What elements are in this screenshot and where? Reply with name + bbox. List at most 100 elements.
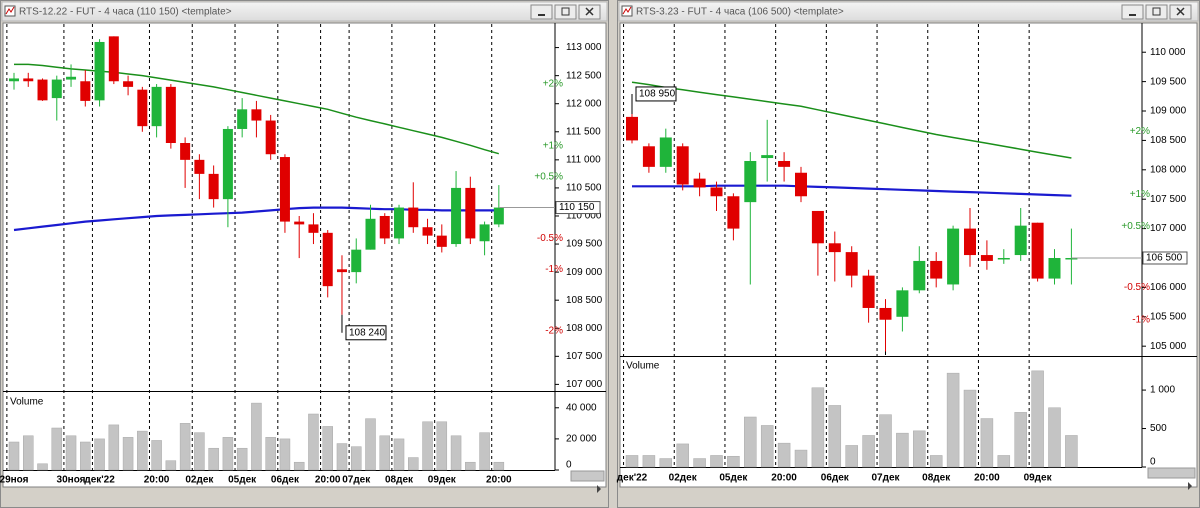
x-tick-label: 05дек — [228, 475, 257, 486]
x-tick-label: 20:00 — [315, 475, 341, 486]
percent-label: -0.5% — [1124, 282, 1150, 293]
candle-body — [1065, 257, 1078, 260]
x-tick-label: 06дек — [821, 473, 850, 484]
volume-bar — [896, 432, 909, 468]
annotation-label: 108 240 — [349, 327, 386, 338]
volume-bar — [293, 461, 305, 471]
chart-area — [2, 22, 607, 488]
candle-body — [208, 173, 219, 200]
candle-body — [108, 36, 119, 82]
percent-label: -2% — [545, 326, 563, 337]
candle-body — [693, 178, 706, 188]
volume-bar — [1048, 407, 1061, 468]
volume-bar — [236, 447, 248, 471]
volume-bar — [350, 446, 362, 471]
candle-body — [265, 120, 276, 155]
candle-body — [94, 41, 105, 101]
percent-label: +0.5% — [1121, 221, 1150, 232]
scrollbar-thumb[interactable] — [570, 470, 605, 482]
y-tick-label: 105 000 — [1150, 341, 1187, 352]
last-price-box — [1142, 251, 1188, 265]
volume-bar — [450, 435, 462, 471]
candle-body — [980, 255, 993, 261]
x-tick-label: 02дек — [669, 473, 698, 484]
percent-label: +1% — [543, 140, 563, 151]
last-price-box — [555, 201, 601, 215]
candle-body — [9, 78, 19, 82]
candle-body — [997, 257, 1010, 260]
volume-bar — [997, 455, 1011, 468]
x-tick-label: 20:00 — [486, 475, 512, 486]
candle-body — [180, 143, 191, 160]
candle-body — [351, 249, 362, 273]
volume-bar — [151, 440, 162, 471]
candle-body — [294, 221, 305, 225]
candle-body — [251, 109, 262, 121]
candle-body — [237, 109, 248, 129]
candle-body — [795, 172, 807, 197]
chart-area — [619, 22, 1198, 488]
volume-bar — [794, 449, 808, 468]
candle-body — [964, 228, 976, 256]
candle-body — [761, 155, 774, 159]
x-tick-label: 07дек — [342, 475, 371, 486]
annotation-box — [635, 86, 677, 102]
volume-bar — [845, 445, 858, 468]
y-tick-label: 108 500 — [566, 295, 603, 306]
candle-body — [322, 232, 333, 287]
candle-body — [336, 269, 347, 273]
candle-body — [422, 227, 433, 236]
volume-bar — [122, 437, 134, 471]
volume-bar — [336, 443, 348, 471]
candle-body — [279, 157, 290, 222]
volume-bar — [1031, 370, 1044, 468]
volume-bar — [479, 432, 490, 471]
y-tick-label: 108 000 — [566, 323, 603, 334]
volume-bar — [222, 437, 234, 471]
annotation-box — [345, 325, 387, 341]
volume-bar — [94, 438, 105, 471]
last-price-label: 106 500 — [1146, 253, 1183, 264]
volume-bar — [760, 425, 774, 468]
window-icon-glyph — [622, 6, 632, 15]
y-tick-label: 106 000 — [1150, 282, 1187, 293]
volume-bar — [137, 430, 148, 471]
scrollbar-thumb[interactable] — [1147, 467, 1196, 479]
close-glyph — [1176, 7, 1185, 16]
candle-body — [744, 160, 757, 203]
candle-body — [151, 86, 162, 127]
volume-bar — [625, 455, 639, 468]
candle-body — [493, 207, 504, 225]
volume-bar — [862, 435, 875, 468]
candle-body — [123, 81, 134, 87]
candle-body — [165, 86, 176, 144]
annotation-label: 108 950 — [639, 89, 676, 100]
window-min-button[interactable] — [530, 4, 553, 20]
scroll-arrow[interactable] — [597, 485, 601, 493]
x-tick-label: 06дек — [271, 475, 300, 486]
candle-body — [479, 224, 490, 242]
y-tick-label: 108 000 — [1150, 164, 1187, 175]
window-min-button[interactable] — [1121, 4, 1144, 20]
percent-label: -1% — [545, 264, 563, 275]
window-title: RTS-3.23 - FUT - 4 часа (106 500) <templ… — [636, 7, 844, 18]
candle-body — [308, 224, 319, 233]
candle-body — [862, 275, 875, 308]
y-tick-label: 107 500 — [566, 351, 603, 362]
y-tick-label: 109 000 — [566, 267, 603, 278]
volume-bar — [422, 421, 433, 471]
y-tick-label: 108 500 — [1150, 135, 1187, 146]
x-tick-label: 08дек — [922, 473, 951, 484]
volume-bar — [37, 463, 48, 471]
volume-bar — [408, 457, 419, 471]
window-max-button[interactable] — [1145, 4, 1168, 20]
candle-body — [828, 243, 841, 253]
x-tick-label: 05дек — [719, 473, 748, 484]
window-max-button[interactable] — [554, 4, 577, 20]
moving-average — [631, 81, 1072, 159]
max-glyph — [561, 7, 570, 16]
candle-body — [845, 252, 858, 276]
scroll-arrow[interactable] — [1188, 482, 1192, 490]
volume-tick-label: 0 — [566, 460, 572, 471]
